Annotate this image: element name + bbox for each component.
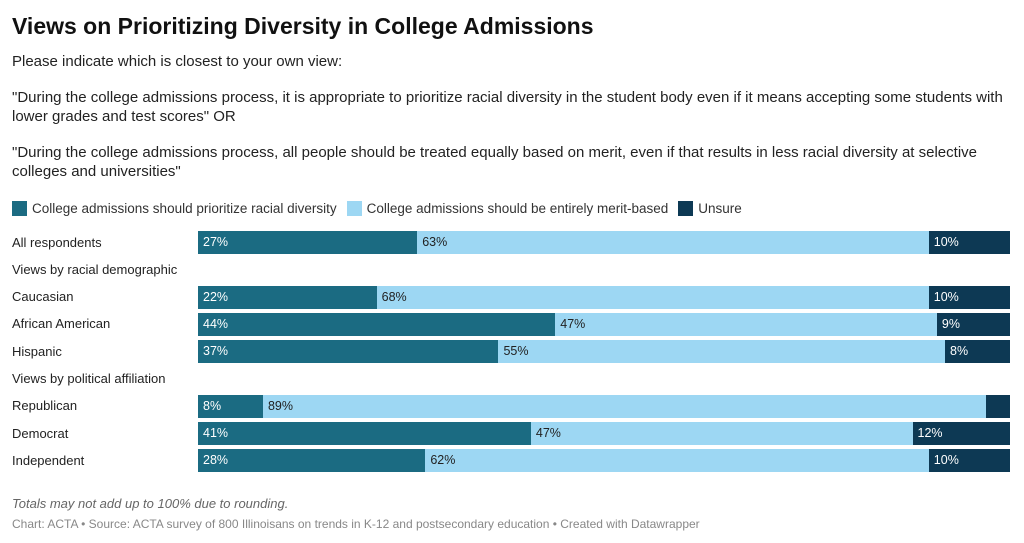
bar-segment-merit: 47% [530, 422, 913, 446]
data-label: 8% [950, 344, 969, 359]
data-label: 55% [503, 344, 529, 359]
data-label: 41% [203, 426, 229, 441]
data-label: 89% [267, 398, 293, 413]
data-label: 10% [933, 453, 959, 468]
bar-segment-merit: 63% [417, 231, 929, 254]
legend: College admissions should prioritize rac… [12, 200, 752, 216]
data-label: 22% [203, 289, 229, 304]
bar-segment-diversity: 28% [198, 449, 426, 473]
bar-segment-merit: 55% [498, 340, 946, 364]
bar-segment-diversity: 44% [198, 312, 556, 336]
bar-segment-diversity: 8% [198, 394, 263, 418]
bar-segment-diversity: 22% [198, 285, 377, 309]
bar-row: 28% 62% 10% [198, 449, 1010, 473]
row-label: All respondents [12, 234, 102, 250]
data-label: 12% [917, 426, 943, 441]
legend-label-unsure: Unsure [698, 200, 742, 216]
chart-title: Views on Prioritizing Diversity in Colle… [12, 13, 594, 39]
bar-segment-merit: 47% [555, 312, 937, 336]
bar-row: 27% 63% 10% [198, 231, 1010, 254]
data-label: 68% [381, 289, 407, 304]
bar-segment-diversity: 37% [198, 340, 499, 364]
data-label: 44% [203, 316, 229, 331]
bar-segment-merit: 62% [425, 449, 929, 473]
row-label: Hispanic [12, 343, 62, 359]
row-label: Independent [12, 452, 85, 468]
bar-segment-unsure: 8% [945, 340, 1010, 364]
bar-row: 44% 47% 9% [198, 312, 1010, 336]
bar-segment-merit: 68% [376, 285, 929, 309]
legend-swatch-diversity [12, 200, 27, 216]
legend-item-diversity: College admissions should prioritize rac… [12, 200, 337, 216]
bar-segment-unsure [985, 394, 1010, 418]
data-label: 62% [430, 453, 456, 468]
question-option-1: "During the college admissions process, … [12, 89, 1003, 125]
data-label: 9% [941, 316, 960, 331]
bar-row: 37% 55% 8% [198, 340, 1010, 364]
chart-source: Chart: ACTA • Source: ACTA survey of 800… [12, 517, 700, 531]
bar-segment-merit: 89% [262, 394, 986, 418]
bar-segment-diversity: 41% [198, 422, 531, 446]
data-label: 47% [560, 316, 586, 331]
bar-segment-unsure: 12% [912, 422, 1010, 446]
group-heading: Views by racial demographic [12, 261, 178, 277]
bar-segment-diversity: 27% [198, 231, 418, 254]
data-label: 28% [203, 453, 229, 468]
data-label: 47% [535, 426, 561, 441]
row-label: Caucasian [12, 289, 74, 305]
data-label: 63% [422, 235, 448, 249]
legend-label-diversity: College admissions should prioritize rac… [32, 200, 337, 216]
data-label: 8% [203, 398, 222, 413]
data-label: 10% [933, 289, 959, 304]
bar-segment-unsure: 10% [928, 231, 1010, 254]
question-option-2: "During the college admissions process, … [12, 144, 977, 180]
bar-row: 41% 47% 12% [198, 422, 1010, 446]
row-label: African American [12, 316, 111, 332]
data-label: 27% [203, 235, 229, 249]
bar-row: 8% 89% [198, 394, 1010, 418]
legend-swatch-unsure [678, 200, 694, 216]
row-label: Democrat [12, 425, 69, 441]
data-label: 10% [933, 235, 959, 249]
bar-row: 22% 68% 10% [198, 285, 1010, 309]
bar-segment-unsure: 10% [928, 285, 1010, 309]
legend-item-merit: College admissions should be entirely me… [346, 200, 669, 216]
data-label: 37% [203, 344, 229, 359]
legend-swatch-merit [346, 200, 362, 216]
bar-segment-unsure: 10% [928, 449, 1010, 473]
bar-segment-unsure: 9% [936, 312, 1010, 336]
chart-note: Totals may not add up to 100% due to rou… [12, 496, 289, 511]
survey-question: Please indicate which is closest to your… [12, 52, 1012, 181]
row-label: Republican [12, 398, 78, 414]
question-intro: Please indicate which is closest to your… [12, 53, 343, 70]
legend-label-merit: College admissions should be entirely me… [366, 200, 669, 216]
group-heading: Views by political affiliation [12, 371, 166, 386]
legend-item-unsure: Unsure [678, 200, 742, 216]
